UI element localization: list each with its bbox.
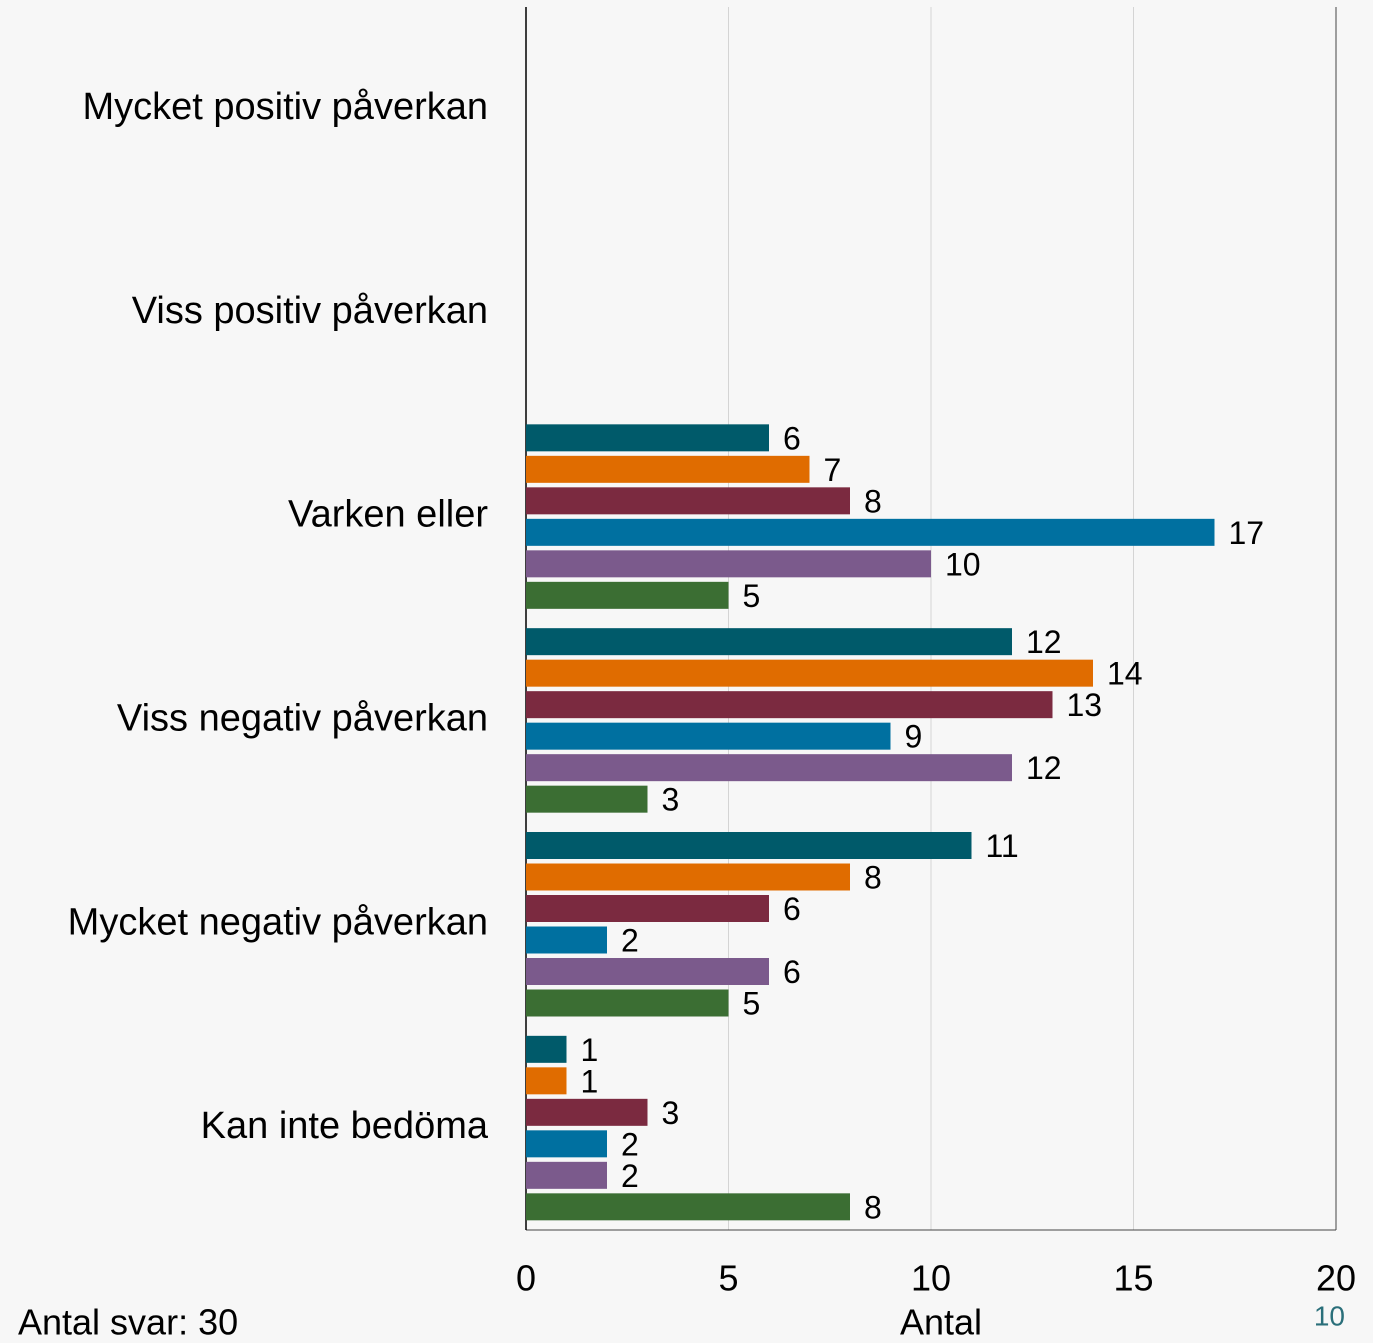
bar bbox=[526, 487, 850, 515]
bar bbox=[526, 1193, 850, 1221]
data-label: 8 bbox=[864, 1189, 882, 1225]
y-tick-label: Kan inte bedöma bbox=[201, 1105, 489, 1147]
x-tick-label: 10 bbox=[911, 1258, 951, 1299]
data-label: 12 bbox=[1026, 750, 1062, 786]
bar bbox=[526, 1130, 607, 1158]
data-label: 7 bbox=[824, 452, 842, 488]
data-label: 6 bbox=[783, 954, 801, 990]
data-label: 8 bbox=[864, 483, 882, 519]
bar bbox=[526, 1035, 567, 1063]
x-tick-label: 15 bbox=[1113, 1258, 1153, 1299]
y-tick-label: Mycket negativ påverkan bbox=[68, 901, 488, 943]
bar bbox=[526, 989, 729, 1017]
bar bbox=[526, 550, 931, 578]
data-label: 17 bbox=[1229, 515, 1265, 551]
x-axis-label: Antal bbox=[900, 1302, 982, 1343]
bar bbox=[526, 628, 1012, 656]
data-label: 8 bbox=[864, 859, 882, 895]
bar bbox=[526, 926, 607, 954]
bar bbox=[526, 785, 648, 813]
data-label: 2 bbox=[621, 922, 639, 958]
y-tick-label: Viss positiv påverkan bbox=[132, 290, 488, 332]
y-tick-label: Varken eller bbox=[288, 494, 488, 536]
bar bbox=[526, 518, 1215, 546]
y-tick-label: Mycket positiv påverkan bbox=[83, 86, 489, 128]
data-label: 6 bbox=[783, 420, 801, 456]
x-tick-label: 20 bbox=[1316, 1258, 1356, 1299]
bar bbox=[526, 659, 1093, 687]
data-label: 11 bbox=[986, 828, 1019, 864]
bar bbox=[526, 1067, 567, 1095]
bar bbox=[526, 1161, 607, 1189]
data-label: 12 bbox=[1026, 624, 1062, 660]
bar bbox=[526, 722, 891, 750]
data-label: 1 bbox=[581, 1063, 599, 1099]
data-label: 1 bbox=[581, 1032, 599, 1068]
data-label: 5 bbox=[743, 985, 761, 1021]
data-label: 6 bbox=[783, 891, 801, 927]
page-number: 10 bbox=[1314, 1300, 1345, 1331]
bar bbox=[526, 581, 729, 609]
bar bbox=[526, 895, 769, 922]
data-label: 9 bbox=[905, 719, 923, 755]
data-label: 2 bbox=[621, 1126, 639, 1162]
data-label: 2 bbox=[621, 1158, 639, 1194]
x-tick-label: 5 bbox=[718, 1258, 738, 1299]
bar bbox=[526, 691, 1053, 719]
bar bbox=[526, 832, 972, 859]
y-tick-label: Viss negativ påverkan bbox=[117, 697, 488, 739]
bar bbox=[526, 1098, 648, 1126]
footnote: Antal svar: 30 bbox=[18, 1302, 238, 1343]
bar bbox=[526, 958, 769, 985]
data-label: 14 bbox=[1107, 656, 1143, 692]
data-label: 3 bbox=[662, 1095, 680, 1131]
bar bbox=[526, 754, 1012, 782]
data-label: 10 bbox=[945, 546, 981, 582]
bar bbox=[526, 863, 850, 891]
bar bbox=[526, 455, 810, 483]
data-label: 13 bbox=[1067, 687, 1103, 723]
bar bbox=[526, 424, 769, 452]
data-label: 5 bbox=[743, 578, 761, 614]
data-label: 3 bbox=[662, 782, 680, 818]
x-tick-label: 0 bbox=[516, 1258, 536, 1299]
